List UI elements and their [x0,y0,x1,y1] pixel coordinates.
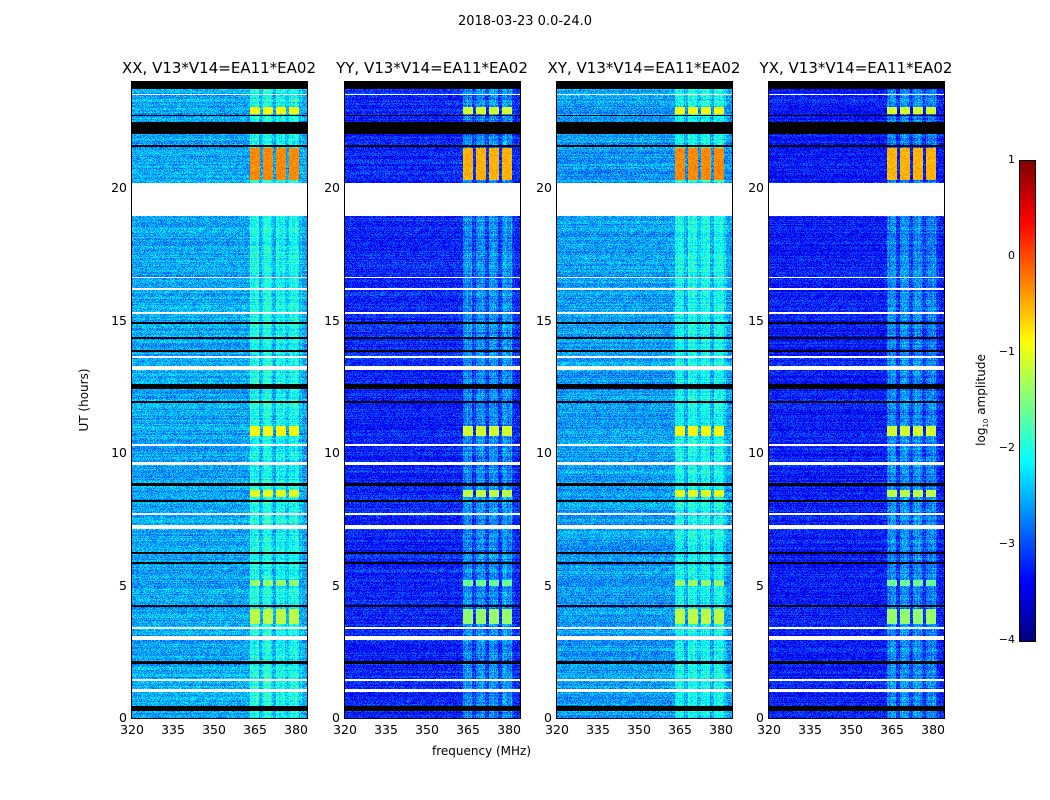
y-tick-label: 5 [544,577,552,593]
y-tick-label: 15 [324,312,340,328]
x-tick-label: 350 [415,722,439,737]
x-tick-label: 365 [668,722,692,737]
colorbar [1019,160,1036,642]
x-tick-label: 350 [627,722,651,737]
x-tick-label: 380 [497,722,521,737]
colorbar-tick-label: 1 [1008,153,1015,166]
spectrogram-panel [344,81,521,719]
x-tick-label: 320 [757,722,781,737]
x-tick-label: 350 [202,722,226,737]
y-tick-label: 20 [111,180,127,195]
x-tick-label: 335 [798,722,822,737]
y-tick-label: 15 [536,312,552,328]
y-tick-label: 5 [332,577,340,593]
colorbar-tick-label: −3 [998,537,1015,550]
x-tick-label: 320 [333,722,357,737]
y-axis-label: UT (hours) [77,368,91,432]
y-tick-label: 10 [536,445,552,460]
heatmap-image [557,82,732,718]
figure-title: 2018-03-23 0.0-24.0 [458,14,592,29]
x-tick-label: 365 [456,722,480,737]
colorbar-tick-label: −2 [998,441,1015,454]
y-tick-label: 0 [544,710,552,725]
y-tick-label: 15 [748,312,764,328]
panel-title: XX, V13*V14=EA11*EA02 [121,59,316,77]
x-tick-label: 380 [921,722,945,737]
y-tick-label: 10 [324,445,340,460]
x-tick-label: 350 [839,722,863,737]
panel-title: YX, V13*V14=EA11*EA02 [759,59,953,77]
y-tick-label: 20 [748,180,764,195]
y-tick-label: 5 [119,577,127,593]
spectrogram-panel [131,81,308,719]
y-tick-label: 10 [111,445,127,460]
y-tick-label: 20 [536,180,552,195]
x-axis-label: frequency (MHz) [432,744,532,758]
panel-title: XY, V13*V14=EA11*EA02 [547,59,741,77]
y-tick-label: 15 [111,312,127,328]
y-tick-label: 10 [748,445,764,460]
y-tick-label: 5 [756,577,764,593]
colorbar-tick-label: −1 [998,345,1015,358]
heatmap-image [345,82,520,718]
x-tick-label: 320 [120,722,144,737]
x-tick-label: 335 [374,722,398,737]
x-tick-label: 335 [161,722,185,737]
y-tick-label: 0 [332,710,340,725]
colorbar-label: log10 amplitude [973,354,991,446]
x-tick-label: 335 [586,722,610,737]
y-tick-label: 20 [324,180,340,195]
x-tick-label: 320 [545,722,569,737]
colorbar-tick-label: 0 [1008,249,1015,262]
colorbar-tick-label: −4 [998,633,1015,646]
x-tick-label: 380 [284,722,308,737]
x-tick-label: 365 [243,722,267,737]
panel-title: YY, V13*V14=EA11*EA02 [336,59,528,77]
heatmap-image [769,82,944,718]
spectrogram-panel [556,81,733,719]
y-tick-label: 0 [756,710,764,725]
y-tick-label: 0 [119,710,127,725]
heatmap-image [132,82,307,718]
x-tick-label: 380 [709,722,733,737]
spectrogram-panel [768,81,945,719]
x-tick-label: 365 [880,722,904,737]
